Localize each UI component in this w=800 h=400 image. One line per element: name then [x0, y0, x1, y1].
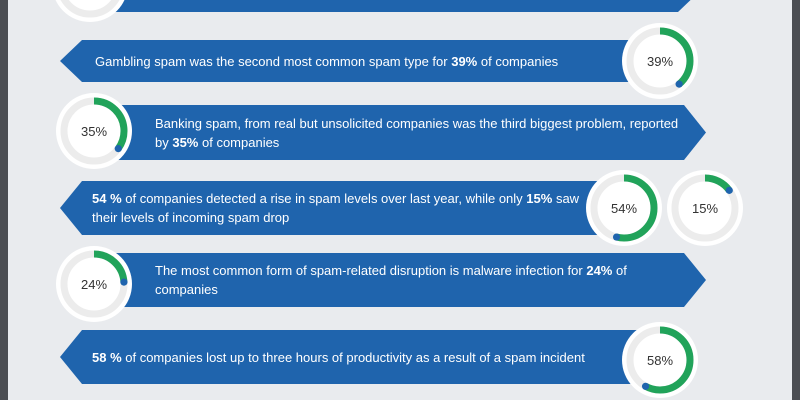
ring-progress-arc [626, 27, 694, 95]
ring-percent-label: 54% [610, 200, 638, 216]
stat-highlight: 54 % [92, 191, 122, 206]
ring-percent-label: 58% [646, 352, 674, 368]
stat-text-segment: Gambling spam was the second most common… [95, 53, 452, 69]
ring-progress-arc [626, 326, 694, 394]
ring-graphic [56, 246, 132, 322]
stat-highlight: 35% [172, 134, 199, 150]
stat-highlight: 24% [586, 263, 613, 278]
ring-track [60, 0, 120, 18]
stat-text-spam-levels: 54 % of companies detected a rise in spa… [92, 181, 602, 235]
ring-graphic [586, 170, 662, 246]
ring-progress-arc [60, 250, 128, 318]
stat-text-segment: Banking spam, from real but unsolicited … [155, 115, 679, 150]
ring-end-dot [120, 278, 128, 286]
ring-progress-arc [671, 174, 739, 242]
stat-text-productivity: 58 % of companies lost up to three hours… [92, 330, 612, 384]
stat-text-malware: The most common form of spam-related dis… [155, 253, 675, 307]
ring-graphic [56, 93, 132, 169]
ring-end-dot [675, 80, 683, 88]
ring-end-dot [641, 382, 650, 390]
percent-ring-spam-levels-1: 15% [667, 170, 743, 246]
stat-text-segment: The most common form of spam-related dis… [155, 263, 587, 278]
arrow-shape [60, 330, 640, 384]
ring-percent-label: 15% [691, 200, 719, 216]
stat-text-banking: Banking spam, from real but unsolicited … [155, 105, 685, 160]
stat-text-segment: of companies [477, 53, 559, 69]
stat-text-segment: saw their levels of incoming spam drop [92, 191, 580, 225]
arrow-shape [100, 105, 706, 160]
ring-end-dot [114, 145, 122, 153]
ring-percent-label: 35% [80, 123, 108, 139]
stat-text-segment: of companies detected a rise in spam lev… [121, 191, 527, 206]
stat-text-gambling: Gambling spam was the second most common… [95, 40, 615, 82]
ring-graphic [667, 170, 743, 246]
percent-ring-banking: 35% [56, 93, 132, 169]
ring-progress-arc [60, 97, 128, 165]
ring-graphic [622, 322, 698, 398]
ring-percent-label: 24% [80, 276, 108, 292]
stat-highlight: 15% [526, 191, 553, 206]
ring-graphic [622, 23, 698, 99]
stat-highlight: 58 % [92, 349, 122, 365]
stat-highlight: 39% [451, 53, 478, 69]
percent-ring-gambling: 39% [622, 23, 698, 99]
ring-progress-arc [590, 174, 658, 242]
arrow-shape [95, 0, 691, 12]
arrow-shape [100, 253, 706, 307]
percent-ring-productivity: 58% [622, 322, 698, 398]
percent-ring-spam-levels: 54% [586, 170, 662, 246]
stat-text-segment: of companies lost up to three hours of p… [121, 349, 585, 365]
percent-ring-top-partial [52, 0, 128, 22]
ring-percent-label: 39% [646, 53, 674, 69]
percent-ring-malware: 24% [56, 246, 132, 322]
stat-text-segment: of companies [198, 134, 280, 150]
ring-end-dot [612, 233, 621, 241]
ring-end-dot [725, 186, 733, 194]
arrow-shape [60, 181, 640, 235]
frame-edge-right [792, 0, 800, 400]
frame-edge-left [0, 0, 8, 400]
ring-graphic [55, 0, 125, 22]
stat-text-segment: of companies [155, 263, 627, 297]
arrow-shape [60, 40, 640, 82]
